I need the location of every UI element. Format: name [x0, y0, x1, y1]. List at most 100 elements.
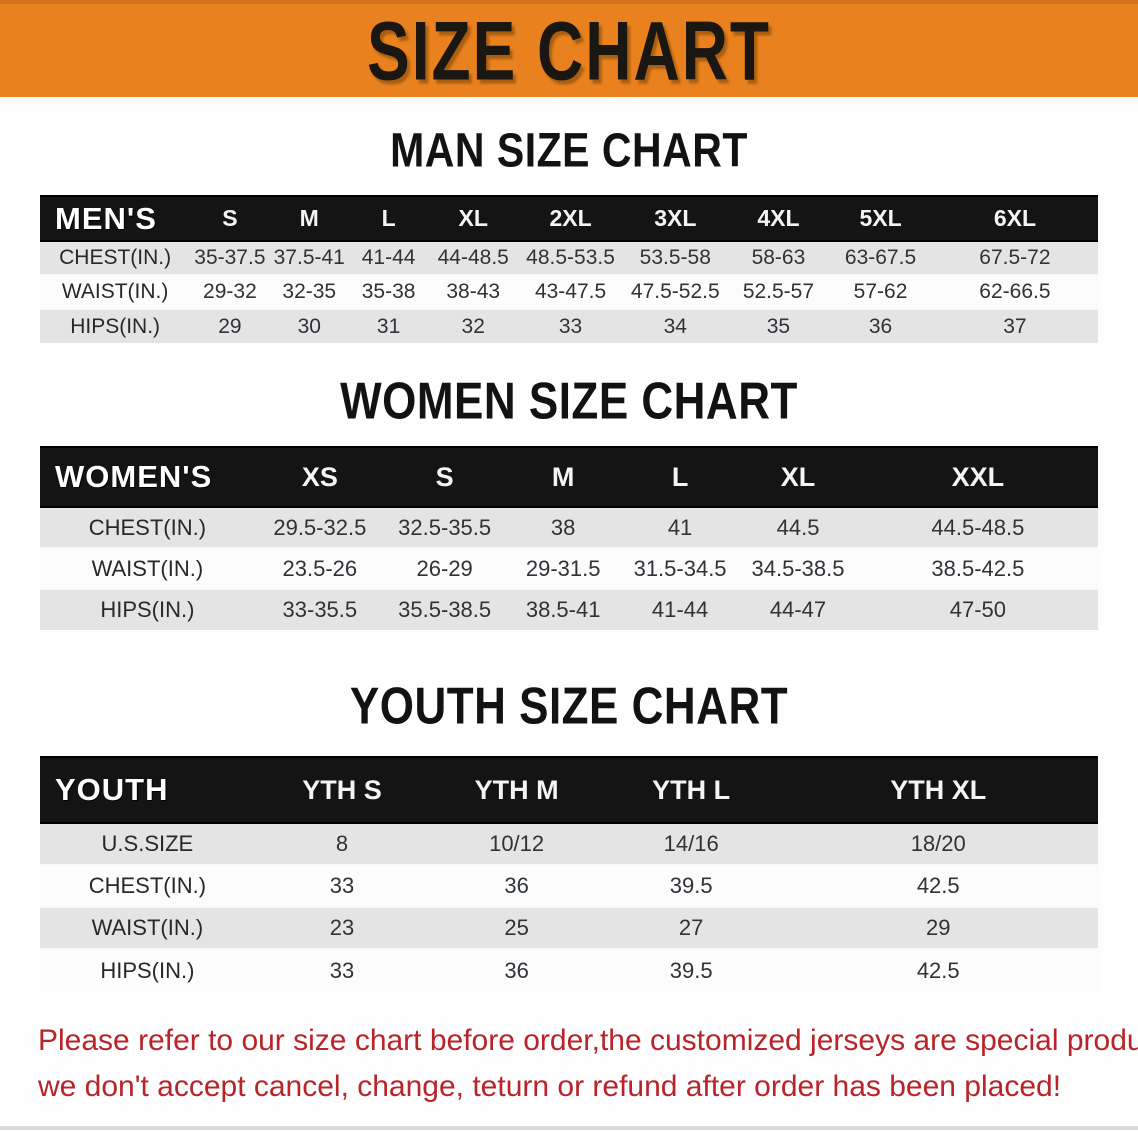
table-row: CHEST(IN.) 35-37.5 37.5-41 41-44 44-48.5 48.5…	[40, 240, 1098, 275]
size-cell: 63-67.5	[829, 240, 932, 275]
size-cell: 48.5-53.5	[518, 240, 623, 275]
size-cell: 26-29	[384, 547, 505, 589]
row-label: CHEST(IN.)	[40, 864, 255, 907]
size-cell: 33	[254, 948, 430, 991]
size-cell: 29-31.5	[504, 547, 622, 589]
size-cell: 42.5	[778, 948, 1098, 991]
size-cell: 29.5-32.5	[254, 506, 385, 548]
size-cell: 44.5-48.5	[857, 506, 1098, 548]
size-cell: 29-32	[190, 274, 270, 309]
row-label: CHEST(IN.)	[40, 506, 255, 548]
row-label: WAIST(IN.)	[40, 906, 255, 949]
disclaimer-line-2: we don't accept cancel, change, teturn o…	[38, 1070, 1062, 1103]
youth-table-title: YOUTH	[40, 756, 255, 824]
column-header: YTH S	[254, 756, 430, 824]
column-header: 5XL	[829, 195, 932, 242]
men-header-row: MEN'S S M L XL 2XL 3XL 4XL 5XL 6XL	[40, 195, 1098, 242]
size-cell: 23.5-26	[254, 547, 385, 589]
women-size-chart-section: WOMEN SIZE CHART WOMEN'S XS S M L XL XXL CHEST(…	[0, 373, 1138, 630]
size-cell: 62-66.5	[931, 274, 1098, 309]
column-header: M	[504, 446, 622, 508]
column-header: 6XL	[931, 195, 1098, 242]
column-header: YTH XL	[778, 756, 1098, 824]
size-cell: 41-44	[621, 588, 739, 630]
row-label: WAIST(IN.)	[40, 547, 255, 589]
size-cell: 41	[621, 506, 739, 548]
size-cell: 35	[727, 308, 830, 343]
disclaimer-line-1: Please refer to our size chart before or…	[38, 1024, 1138, 1057]
size-cell: 29	[778, 906, 1098, 949]
youth-size-table: YOUTH YTH S YTH M YTH L YTH XL U.S.SIZE 8 10/12…	[40, 756, 1098, 991]
size-cell: 8	[254, 822, 430, 865]
column-header: L	[348, 195, 429, 242]
youth-section-heading: YOUTH SIZE CHART	[0, 678, 1138, 736]
size-cell: 14/16	[603, 822, 779, 865]
size-cell: 37	[931, 308, 1098, 343]
size-cell: 47-50	[857, 588, 1098, 630]
column-header: 3XL	[622, 195, 728, 242]
size-cell: 23	[254, 906, 430, 949]
size-cell: 30	[269, 308, 349, 343]
women-table-title: WOMEN'S	[40, 446, 255, 508]
size-cell: 36	[829, 308, 932, 343]
size-cell: 35-37.5	[190, 240, 270, 275]
size-cell: 35.5-38.5	[384, 588, 505, 630]
column-header: L	[621, 446, 739, 508]
size-cell: 33-35.5	[254, 588, 385, 630]
size-cell: 18/20	[778, 822, 1098, 865]
men-table-title: MEN'S	[40, 195, 191, 242]
bottom-edge-line	[0, 1126, 1138, 1130]
row-label: HIPS(IN.)	[40, 948, 255, 991]
size-cell: 39.5	[603, 864, 779, 907]
man-size-chart-section: MAN SIZE CHART MEN'S S M L XL 2XL 3XL 4XL 5XL 6XL…	[0, 122, 1138, 343]
size-cell: 34	[622, 308, 728, 343]
column-header: S	[384, 446, 505, 508]
table-row: WAIST(IN.) 29-32 32-35 35-38 38-43 43-47.5 47.…	[40, 274, 1098, 309]
size-cell: 38	[504, 506, 622, 548]
size-cell: 32	[428, 308, 519, 343]
row-label: HIPS(IN.)	[40, 308, 191, 343]
row-label: CHEST(IN.)	[40, 240, 191, 275]
column-header: XS	[254, 446, 385, 508]
row-label: WAIST(IN.)	[40, 274, 191, 309]
row-label: HIPS(IN.)	[40, 588, 255, 630]
size-cell: 32.5-35.5	[384, 506, 505, 548]
column-header: XL	[428, 195, 519, 242]
column-header: 2XL	[518, 195, 623, 242]
size-cell: 10/12	[429, 822, 604, 865]
size-cell: 32-35	[269, 274, 349, 309]
size-cell: 38.5-42.5	[857, 547, 1098, 589]
column-header: S	[190, 195, 270, 242]
column-header: XL	[738, 446, 858, 508]
size-cell: 57-62	[829, 274, 932, 309]
table-row: CHEST(IN.) 33 36 39.5 42.5	[40, 864, 1098, 907]
size-cell: 27	[603, 906, 779, 949]
size-cell: 67.5-72	[931, 240, 1098, 275]
column-header: XXL	[857, 446, 1098, 508]
women-section-heading-text: WOMEN SIZE CHART	[340, 372, 798, 431]
size-cell: 31	[348, 308, 429, 343]
table-row: HIPS(IN.) 33-35.5 35.5-38.5 38.5-41 41-44 44-…	[40, 588, 1098, 630]
size-cell: 58-63	[727, 240, 830, 275]
size-cell: 31.5-34.5	[621, 547, 739, 589]
size-cell: 29	[190, 308, 270, 343]
size-cell: 53.5-58	[622, 240, 728, 275]
column-header: YTH L	[603, 756, 779, 824]
size-cell: 34.5-38.5	[738, 547, 858, 589]
youth-section-heading-text: YOUTH SIZE CHART	[349, 677, 789, 736]
size-cell: 36	[429, 948, 604, 991]
women-size-table: WOMEN'S XS S M L XL XXL CHEST(IN.) 29.5-32.5 32.5…	[40, 446, 1098, 630]
size-cell: 35-38	[348, 274, 429, 309]
column-header: YTH M	[429, 756, 604, 824]
women-section-heading: WOMEN SIZE CHART	[0, 373, 1138, 431]
disclaimer: Please refer to our size chart before or…	[38, 1018, 1138, 1110]
table-row: HIPS(IN.) 29 30 31 32 33 34 35 36 37	[40, 308, 1098, 343]
table-row: U.S.SIZE 8 10/12 14/16 18/20	[40, 822, 1098, 865]
man-section-heading-text: MAN SIZE CHART	[390, 122, 748, 177]
table-row: WAIST(IN.) 23.5-26 26-29 29-31.5 31.5-34.5 34…	[40, 547, 1098, 589]
size-cell: 33	[518, 308, 623, 343]
youth-header-row: YOUTH YTH S YTH M YTH L YTH XL	[40, 756, 1098, 824]
column-header: 4XL	[727, 195, 830, 242]
men-size-table: MEN'S S M L XL 2XL 3XL 4XL 5XL 6XL CHEST(IN.) 35-37…	[40, 195, 1098, 343]
